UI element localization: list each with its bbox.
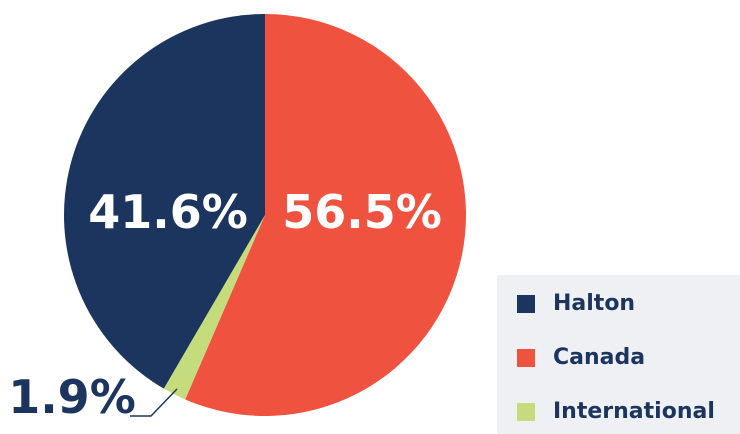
- legend: Halton Canada International: [497, 275, 740, 434]
- data-label-halton: 41.6%: [88, 185, 248, 239]
- leader-line-international: [130, 388, 178, 417]
- pie-slices: [63, 13, 466, 416]
- pie-slice-halton: [63, 13, 265, 389]
- legend-swatch-halton: [517, 294, 535, 313]
- legend-item-halton: Halton: [517, 291, 635, 316]
- pie-slice-international: [163, 215, 265, 400]
- legend-item-canada: Canada: [517, 345, 645, 370]
- legend-item-international: International: [517, 399, 715, 424]
- legend-label-halton: Halton: [553, 291, 636, 316]
- pie-slice-canada: [185, 14, 466, 416]
- data-label-international: 1.9%: [8, 370, 136, 424]
- legend-label-canada: Canada: [553, 345, 646, 370]
- legend-swatch-canada: [517, 348, 535, 367]
- data-label-canada: 56.5%: [282, 185, 442, 239]
- legend-label-international: International: [553, 399, 715, 424]
- legend-swatch-international: [517, 402, 535, 421]
- pie-labels: 56.5% 41.6% 1.9%: [8, 185, 442, 424]
